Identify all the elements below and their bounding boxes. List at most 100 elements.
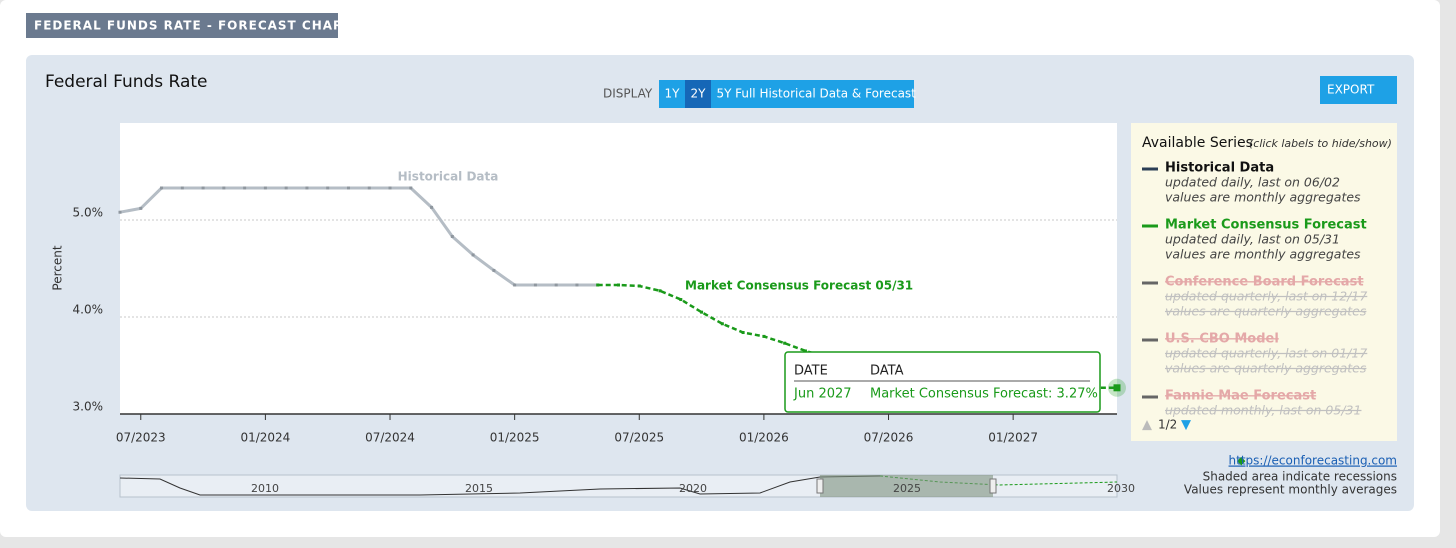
point [430, 205, 434, 209]
point [596, 283, 600, 287]
tooltip [784, 351, 1101, 413]
navigator-label: 2025 [893, 482, 921, 495]
point [180, 186, 184, 190]
annotation: Historical Data [398, 170, 499, 184]
legend-detail[interactable]: values are quarterly aggregates [1165, 304, 1367, 319]
point [617, 283, 620, 287]
legend-name[interactable]: Conference Board Forecast [1165, 275, 1364, 290]
x-tick-label: 01/2024 [240, 431, 290, 445]
badge: FEDERAL FUNDS RATE - FORECAST CHART [34, 19, 352, 33]
navigator-label: 2015 [465, 482, 493, 495]
legend-prev[interactable]: ▲ [1142, 418, 1152, 433]
series-line [119, 186, 598, 287]
point [222, 186, 226, 190]
point [326, 186, 330, 190]
display-button[interactable] [711, 80, 737, 108]
legend-detail[interactable]: updated daily, last on 05/31 [1165, 232, 1340, 247]
navigator-handle[interactable] [816, 478, 824, 494]
display-button[interactable] [737, 80, 914, 108]
display-label: DISPLAY [603, 87, 653, 101]
navigator-label: 2020 [679, 482, 707, 495]
y-tick-label: 4.0% [73, 303, 104, 317]
point [201, 186, 205, 190]
point [803, 349, 807, 353]
display-button[interactable] [659, 80, 685, 108]
display-button[interactable] [685, 80, 711, 108]
x-tick-label: 07/2026 [864, 431, 914, 445]
navigator-handle[interactable] [989, 478, 997, 494]
footer-note: Values represent monthly averages [1184, 483, 1397, 497]
tooltip-value: Market Consensus Forecast: 3.27% [870, 387, 1098, 402]
point [139, 206, 143, 210]
point [450, 234, 454, 238]
footer-note: Shaded area indicate recessions [1203, 470, 1397, 484]
legend-detail[interactable]: values are quarterly aggregates [1165, 361, 1367, 376]
legend-title: Available Series [1142, 135, 1253, 151]
point [720, 322, 724, 326]
legend-name[interactable]: U.S. CBO Model [1165, 332, 1279, 347]
point [367, 186, 371, 190]
legend-name[interactable]: Historical Data [1165, 161, 1274, 176]
legend-detail[interactable]: values are monthly aggregates [1165, 247, 1361, 262]
point [346, 186, 350, 190]
point [513, 283, 517, 287]
legend-detail[interactable]: updated quarterly, last on 12/17 [1165, 289, 1367, 304]
point [783, 341, 787, 345]
point [762, 334, 766, 338]
legend-detail[interactable]: updated monthly, last on 05/31 [1165, 403, 1361, 418]
point [533, 283, 537, 287]
point [700, 310, 704, 314]
point [305, 186, 309, 190]
display-button-label[interactable]: 1Y [665, 87, 681, 101]
display-button-label[interactable]: 2Y [691, 87, 707, 101]
x-tick-label: 07/2024 [365, 431, 415, 445]
tooltip-header: DATA [870, 364, 904, 379]
x-tick-label: 07/2025 [614, 431, 664, 445]
export-label[interactable]: EXPORT [1327, 83, 1375, 97]
point [637, 284, 641, 288]
point [492, 268, 496, 272]
legend-bg [1131, 123, 1397, 441]
point [658, 289, 662, 293]
link-icon: ◆ [1237, 454, 1246, 467]
point [118, 210, 122, 214]
legend-name[interactable]: Fannie Mae Forecast [1165, 389, 1316, 404]
x-tick-label: 01/2027 [988, 431, 1038, 445]
point [409, 186, 413, 190]
navigator-label: 2030 [1107, 482, 1135, 495]
export-button[interactable] [1320, 76, 1397, 104]
chart-title: Federal Funds Rate [45, 72, 208, 92]
legend-detail[interactable]: updated quarterly, last on 01/17 [1165, 346, 1367, 361]
legend-detail[interactable]: updated daily, last on 06/02 [1165, 175, 1340, 190]
legend-name[interactable]: Market Consensus Forecast [1165, 218, 1367, 233]
legend-next[interactable]: ▼ [1181, 418, 1191, 433]
point [263, 186, 267, 190]
y-tick-label: 3.0% [73, 400, 104, 414]
x-tick-label: 01/2025 [490, 431, 540, 445]
y-tick-label: 5.0% [73, 206, 104, 220]
legend-hint: (click labels to hide/show) [1249, 137, 1392, 150]
navigator-selection[interactable] [820, 475, 993, 497]
point [284, 186, 288, 190]
point [160, 186, 164, 190]
point [741, 331, 745, 335]
display-button-label[interactable]: Full Historical Data & Forecast [735, 87, 916, 101]
legend-detail[interactable]: values are monthly aggregates [1165, 190, 1361, 205]
x-tick-label: 07/2023 [116, 431, 166, 445]
legend-page: 1/2 [1158, 418, 1177, 432]
annotation: Market Consensus Forecast 05/31 [685, 279, 913, 293]
display-button-label[interactable]: 5Y [717, 87, 733, 101]
point [679, 298, 683, 302]
point [554, 283, 558, 287]
tooltip-date: Jun 2027 [793, 387, 852, 402]
badge-bg [26, 13, 338, 38]
navigator-label: 2010 [251, 482, 279, 495]
tooltip-header: DATE [794, 364, 828, 379]
y-axis-label: Percent [51, 245, 65, 290]
hover-point [1113, 384, 1121, 392]
footer-link[interactable]: https://econforecasting.com [1229, 454, 1397, 468]
navigator-line [119, 475, 881, 496]
x-tick-label: 01/2026 [739, 431, 789, 445]
